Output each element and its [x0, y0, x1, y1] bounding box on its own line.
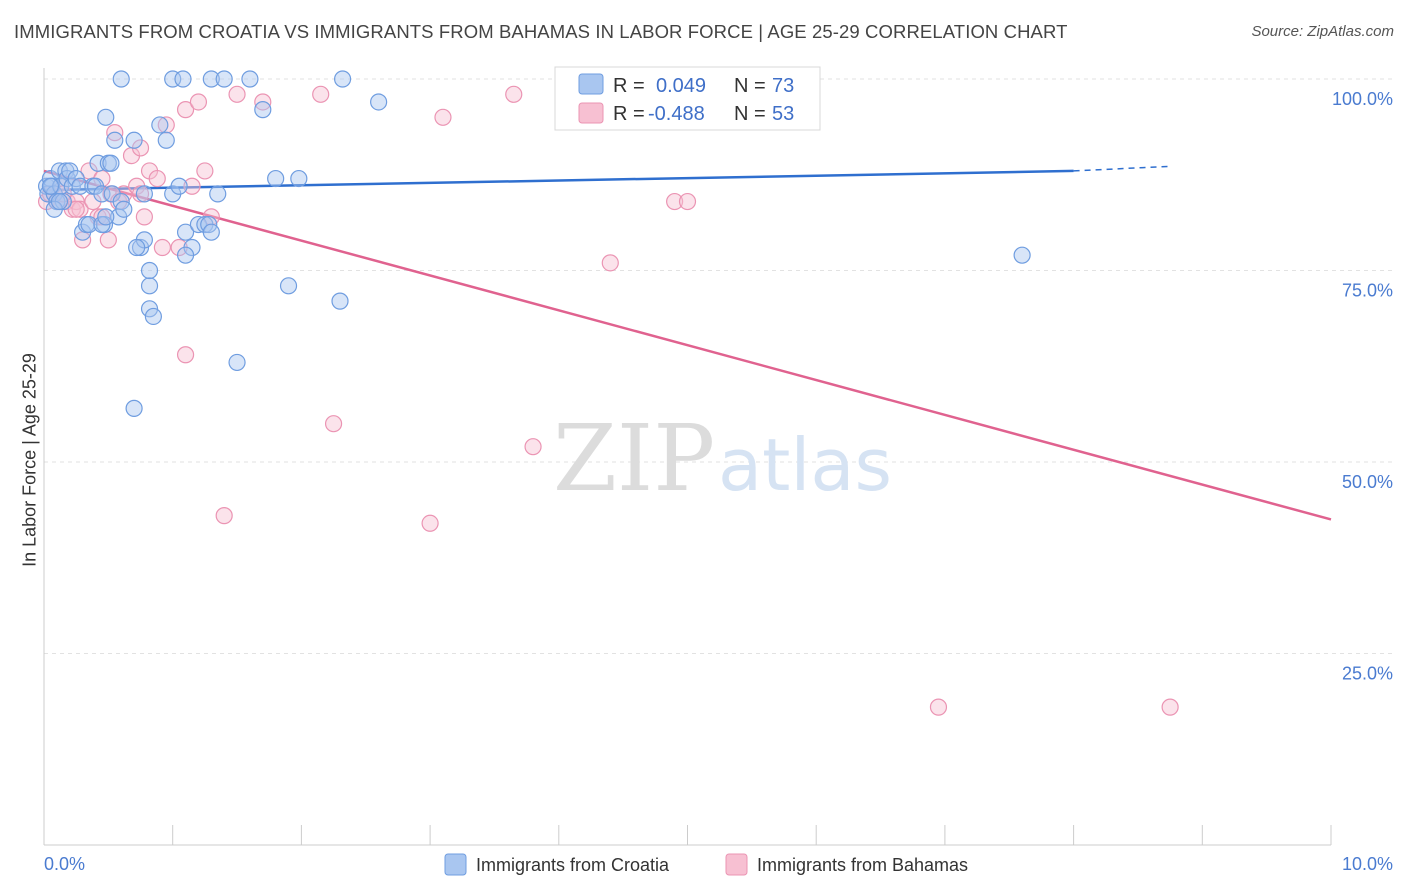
bahamas-point: [1161, 698, 1179, 716]
x-tick-label: 10.0%: [1342, 854, 1393, 874]
bahamas-point: [99, 231, 117, 249]
chart-title: IMMIGRANTS FROM CROATIA VS IMMIGRANTS FR…: [14, 21, 1068, 42]
croatia-point: [174, 70, 192, 88]
croatia-point: [228, 353, 246, 372]
watermark: ZIP atlas: [553, 405, 892, 512]
legend-bahamas-r-label: R =: [613, 103, 645, 125]
bahamas-point: [157, 116, 175, 134]
y-tick-label: 50.0%: [1342, 472, 1393, 492]
croatia-point: [1013, 246, 1031, 264]
croatia-point: [333, 70, 352, 88]
bahamas-point: [131, 185, 150, 203]
data-points: [37, 70, 1179, 716]
croatia-point: [254, 101, 272, 119]
croatia-point: [151, 116, 169, 134]
croatia-trendline: [43, 169, 1074, 192]
croatia-point: [128, 238, 146, 257]
croatia-point: [267, 169, 285, 188]
bahamas-point: [324, 415, 343, 433]
croatia-point: [176, 246, 195, 264]
bahamas-point: [524, 438, 542, 456]
croatia-point: [102, 154, 120, 172]
x-tick-label: 0.0%: [44, 854, 85, 874]
croatia-point: [125, 131, 143, 149]
bahamas-point: [71, 200, 89, 218]
watermark-zip: ZIP: [553, 405, 715, 512]
croatia-point: [202, 223, 220, 241]
bahamas-point: [601, 254, 619, 272]
croatia-point: [144, 307, 162, 326]
croatia-point: [331, 292, 349, 310]
croatia-point: [115, 200, 133, 218]
bahamas-point: [434, 108, 452, 126]
series-legend-bahamas: Immigrants from Bahamas: [757, 855, 968, 875]
series-legend: Immigrants from Croatia Immigrants from …: [444, 853, 968, 876]
croatia-point: [140, 261, 159, 280]
y-tick-label: 100.0%: [1332, 89, 1393, 109]
legend-bahamas-r-value: -0.488: [648, 103, 705, 125]
croatia-point: [125, 399, 143, 417]
croatia-point: [97, 108, 115, 126]
croatia-point: [106, 131, 124, 149]
croatia-point: [41, 177, 60, 195]
bahamas-point: [421, 514, 439, 532]
bahamas-point: [183, 177, 201, 195]
bahamas-point: [189, 93, 208, 111]
bahamas-point: [67, 200, 85, 218]
bahamas-point: [215, 507, 233, 525]
bahamas-point: [678, 192, 697, 211]
croatia-point: [97, 208, 115, 226]
legend-swatch-bahamas: [578, 102, 604, 124]
croatia-point: [209, 185, 227, 203]
bahamas-point: [312, 85, 330, 103]
series-legend-swatch-bahamas: [725, 853, 748, 876]
croatia-point: [140, 277, 159, 295]
croatia-point: [50, 192, 69, 211]
bahamas-point: [148, 169, 166, 188]
y-tick-labels: 100.0% 75.0% 50.0% 25.0%: [1332, 89, 1393, 684]
legend-bahamas-n-label: N =: [734, 103, 766, 125]
bahamas-trendline: [43, 169, 1332, 521]
bahamas-point: [505, 85, 523, 103]
croatia-point: [157, 131, 175, 149]
trendlines: [43, 165, 1332, 521]
x-tick-labels: 0.0% 10.0%: [44, 854, 1393, 874]
bahamas-point: [196, 162, 214, 180]
bahamas-point: [929, 698, 948, 716]
correlation-legend: R = 0.049 N = 73 R = -0.488 N = 53: [554, 66, 821, 131]
croatia-point: [241, 70, 259, 88]
croatia-point: [170, 177, 188, 195]
bahamas-point: [176, 101, 195, 119]
y-tick-label: 25.0%: [1342, 664, 1393, 684]
legend-croatia-r-label: R =: [613, 75, 645, 97]
legend-croatia-r-value: 0.049: [656, 75, 706, 97]
bahamas-point: [666, 192, 684, 211]
series-legend-swatch-croatia: [444, 853, 467, 876]
croatia-point: [176, 223, 195, 241]
bahamas-point: [228, 85, 246, 103]
croatia-point: [135, 185, 153, 203]
croatia-point: [202, 70, 220, 88]
series-legend-croatia: Immigrants from Croatia: [476, 855, 670, 875]
croatia-point: [370, 93, 388, 111]
croatia-point: [112, 70, 130, 88]
bahamas-point: [135, 208, 153, 226]
source-credit: Source: ZipAtlas.com: [1251, 23, 1394, 40]
gridlines: [44, 78, 1392, 654]
y-tick-label: 75.0%: [1342, 281, 1393, 301]
bahamas-point: [176, 346, 195, 364]
watermark-atlas: atlas: [718, 423, 892, 507]
croatia-point: [290, 169, 308, 188]
croatia-point: [215, 70, 233, 88]
bahamas-point: [153, 238, 172, 257]
legend-croatia-n-value: 73: [772, 75, 794, 97]
croatia-point: [279, 277, 298, 295]
croatia-trendline-extension: [1073, 165, 1171, 172]
legend-croatia-n-label: N =: [734, 75, 766, 97]
legend-swatch-croatia: [578, 73, 604, 95]
legend-bahamas-n-value: 53: [772, 103, 794, 125]
axes: [43, 68, 1332, 846]
